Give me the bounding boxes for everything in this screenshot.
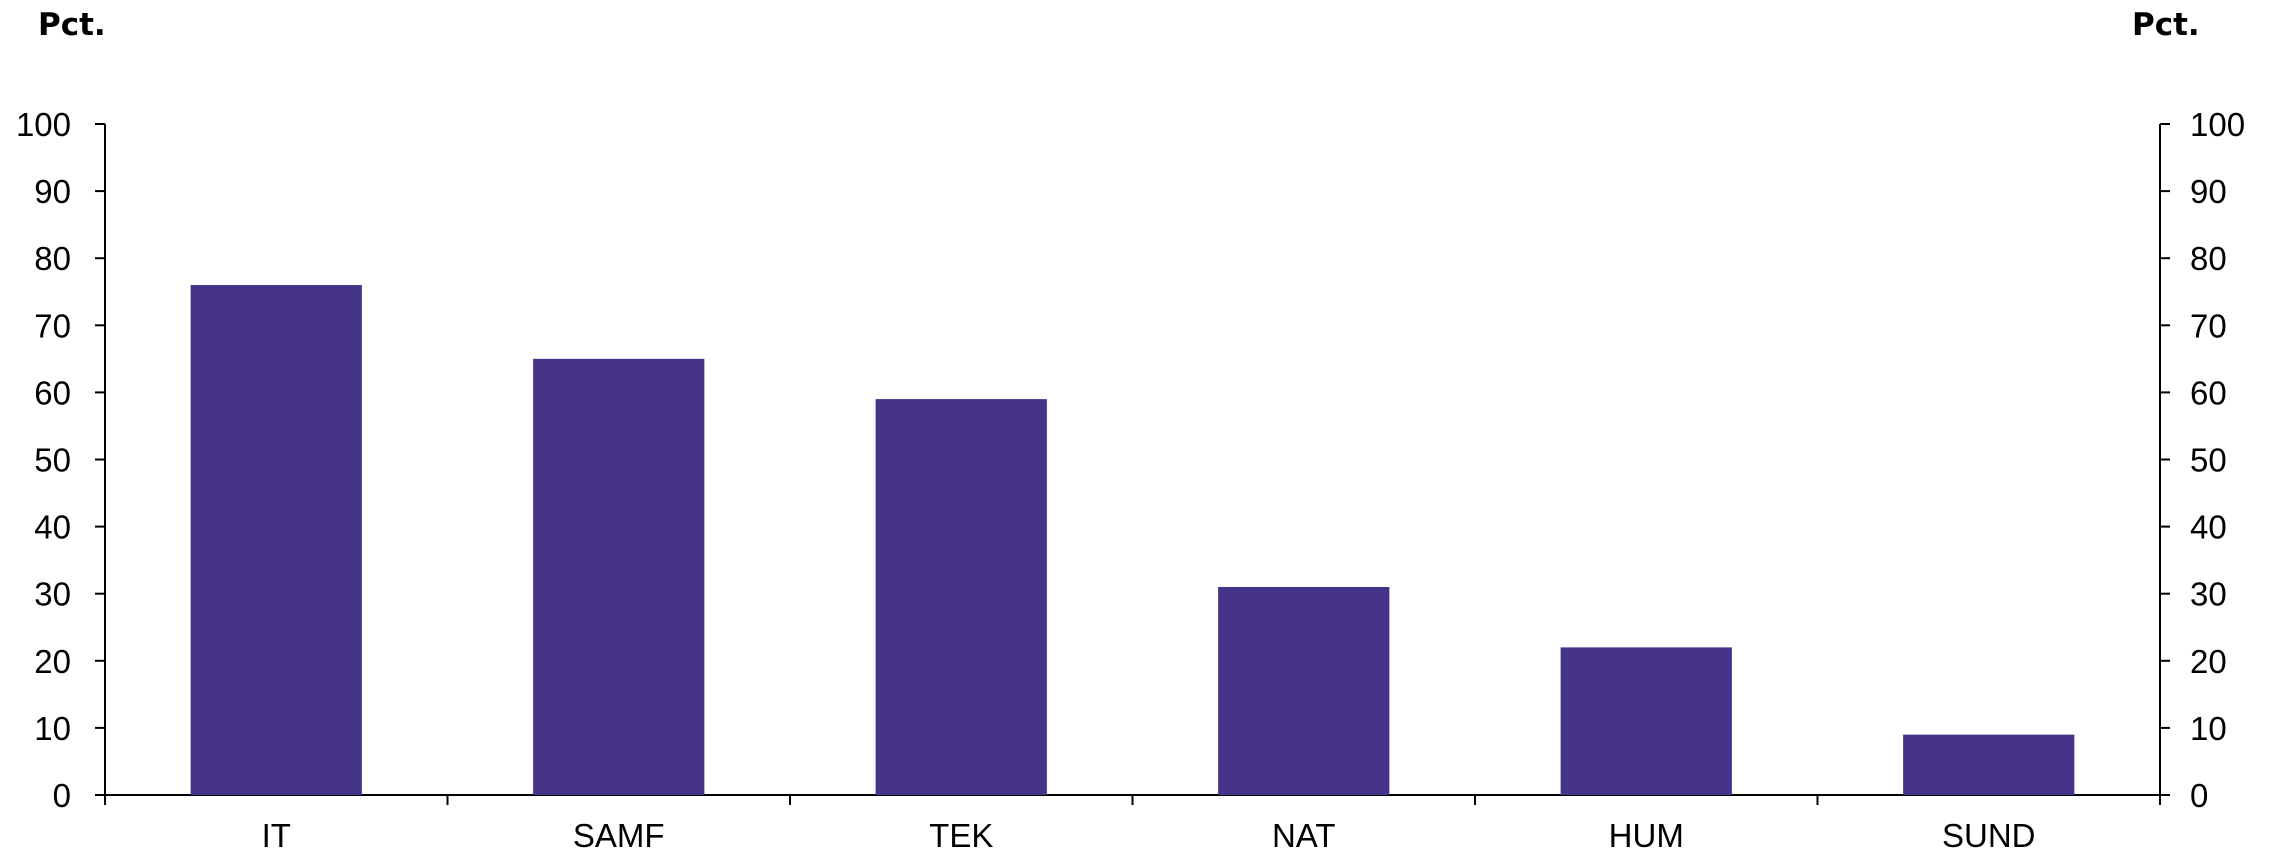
- bar-sund: [1903, 734, 2075, 795]
- left-y-tick-label: 100: [16, 106, 71, 143]
- right-y-tick-label: 50: [2190, 442, 2227, 479]
- right-y-tick-label: 0: [2190, 777, 2208, 814]
- left-axis-unit: Pct.: [38, 7, 106, 43]
- right-y-tick-label: 10: [2190, 710, 2227, 747]
- bar-tek: [875, 399, 1047, 795]
- bar-samf: [533, 358, 705, 795]
- category-label: SAMF: [573, 817, 665, 854]
- category-label: HUM: [1609, 817, 1684, 854]
- right-y-tick-label: 40: [2190, 509, 2227, 546]
- right-y-tick-label: 70: [2190, 307, 2227, 344]
- bar-it: [190, 285, 362, 795]
- right-y-tick-label: 20: [2190, 643, 2227, 680]
- right-y-tick-label: 90: [2190, 173, 2227, 210]
- right-y-axis: 0 10 20 30 40 50 60 70 80 90 100: [2159, 106, 2245, 814]
- bars: [190, 285, 2075, 795]
- right-y-tick-label: 30: [2190, 576, 2227, 613]
- category-label: TEK: [929, 817, 993, 854]
- left-y-tick-label: 90: [34, 173, 71, 210]
- left-y-tick-label: 50: [34, 442, 71, 479]
- left-y-axis: 0 10 20 30 40 50 60 70 80 90 100: [16, 106, 106, 814]
- category-label: SUND: [1942, 817, 2036, 854]
- x-axis: [104, 794, 2161, 805]
- bar-hum: [1560, 647, 1732, 795]
- category-label: NAT: [1272, 817, 1336, 854]
- right-y-tick-label: 80: [2190, 240, 2227, 277]
- category-labels: IT SAMF TEK NAT HUM SUND: [262, 817, 2036, 854]
- left-y-tick-label: 60: [34, 374, 71, 411]
- right-axis-unit: Pct.: [2132, 7, 2200, 43]
- right-y-tick-label: 100: [2190, 106, 2245, 143]
- right-y-tick-label: 60: [2190, 374, 2227, 411]
- category-label: IT: [262, 817, 291, 854]
- left-y-tick-label: 40: [34, 509, 71, 546]
- left-y-tick-label: 30: [34, 576, 71, 613]
- left-y-tick-label: 0: [53, 777, 71, 814]
- left-y-tick-label: 10: [34, 710, 71, 747]
- bar-nat: [1218, 586, 1390, 795]
- left-y-tick-label: 70: [34, 307, 71, 344]
- left-y-tick-label: 20: [34, 643, 71, 680]
- left-y-tick-label: 80: [34, 240, 71, 277]
